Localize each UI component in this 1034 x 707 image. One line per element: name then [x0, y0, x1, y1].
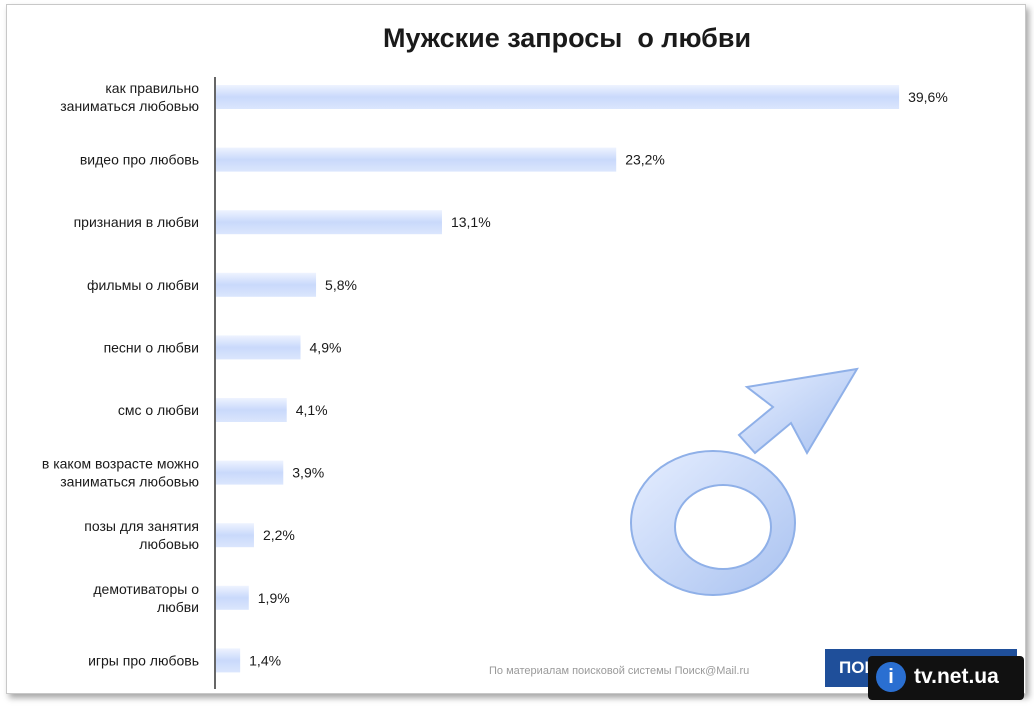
value-label-4: 4,9% [310, 339, 342, 355]
value-label-1: 23,2% [625, 152, 665, 168]
value-label-0: 39,6% [908, 89, 948, 105]
value-label-6: 3,9% [292, 465, 324, 481]
bar-1 [216, 147, 617, 172]
chart-title: Мужские запросы о любви [382, 23, 752, 53]
bar-0 [216, 85, 900, 109]
value-label-2: 13,1% [451, 214, 491, 230]
bar-8 [216, 585, 249, 610]
category-label-4: песни о любви [104, 339, 199, 355]
male-symbol-icon [630, 367, 859, 596]
bar-7 [216, 523, 254, 548]
category-label-0: как правильно заниматься любовью [60, 80, 199, 114]
category-label-5: смс о любви [118, 402, 199, 418]
category-label-3: фильмы о любви [87, 277, 199, 293]
chart-frame: Мужские запросы о любви 39,6% как правиль… [6, 4, 1026, 694]
bar-3 [216, 272, 317, 297]
value-label-9: 1,4% [249, 652, 281, 668]
value-label-3: 5,8% [325, 277, 357, 293]
value-label-5: 4,1% [296, 402, 328, 418]
bar-4 [216, 335, 301, 360]
category-label-1: видео про любовь [80, 152, 199, 168]
value-label-7: 2,2% [263, 527, 295, 543]
bar-chart: 39,6% как правильно заниматься любовью 23,2… [42, 77, 948, 689]
category-label-8: демотиваторы о любви [93, 581, 199, 615]
value-label-8: 1,9% [258, 590, 290, 606]
logo-text: tv.net.ua [914, 665, 999, 688]
info-icon: i [876, 662, 906, 692]
bar-9 [216, 648, 241, 673]
bar-2 [216, 210, 442, 235]
category-label-7: позы для занятия любовью [84, 518, 199, 552]
bar-5 [216, 398, 287, 422]
bar-6 [216, 460, 284, 485]
category-label-9: игры про любовь [88, 652, 199, 668]
category-label-2: признания в любви [74, 214, 199, 230]
tv-net-logo: i tv.net.ua [868, 656, 1024, 700]
category-label-6: в каком возрасте можно заниматься любовью [42, 456, 199, 490]
source-note: По материалам поисковой системы Поиск@Ma… [489, 665, 750, 677]
